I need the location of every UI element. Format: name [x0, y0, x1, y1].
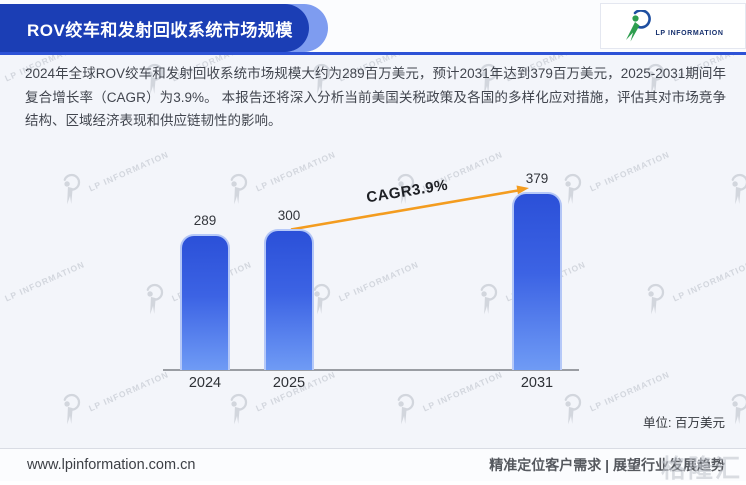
- header-title-bar: ROV绞车和发射回收系统市场规模: [0, 4, 309, 52]
- header: ROV绞车和发射回收系统市场规模 LP INFORMATION: [0, 0, 746, 55]
- footer: www.lpinformation.com.cn 精准定位客户需求 | 展望行业…: [0, 448, 746, 483]
- summary-paragraph: 2024年全球ROV绞车和发射回收系统市场规模大约为289百万美元，预计2031…: [25, 66, 726, 128]
- x-tick-2025: 2025: [272, 375, 306, 391]
- bar-2031: [512, 192, 562, 370]
- lp-information-logo-icon: [626, 10, 652, 42]
- bar-value-2025: 300: [277, 208, 301, 223]
- bar-2024: [180, 234, 230, 370]
- logo-text: LP INFORMATION: [655, 29, 724, 37]
- cagr-annotation: CAGR3.9%: [365, 176, 450, 207]
- page-title: ROV绞车和发射回收系统市场规模: [27, 20, 293, 40]
- unit-label: 单位: 百万美元: [643, 416, 725, 430]
- header-underline: [0, 52, 746, 55]
- x-tick-2031: 2031: [520, 375, 554, 391]
- bar-value-2031: 379: [525, 171, 549, 186]
- website-url: www.lpinformation.com.cn: [27, 457, 196, 473]
- x-axis-line: [163, 369, 579, 371]
- bar-2025: [264, 229, 314, 370]
- bar-value-2024: 289: [193, 213, 217, 228]
- x-tick-2024: 2024: [188, 375, 222, 391]
- footer-slogan: 精准定位客户需求 | 展望行业发展趋势: [489, 457, 725, 473]
- gelonghui-watermark: 格隆汇: [660, 455, 742, 483]
- content-background: [0, 55, 746, 448]
- company-logo: LP INFORMATION: [600, 3, 746, 49]
